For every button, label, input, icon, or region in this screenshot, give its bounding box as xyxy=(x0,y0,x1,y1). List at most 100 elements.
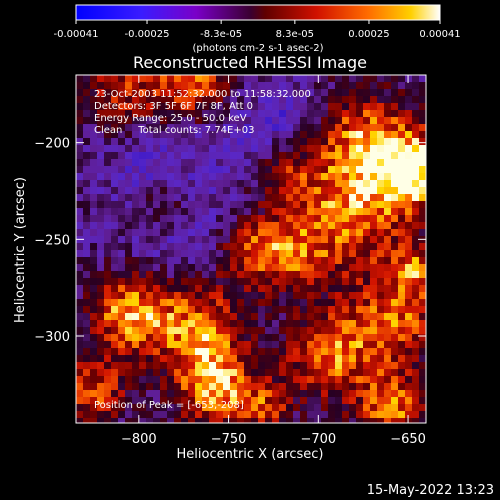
heatmap-cell xyxy=(104,82,112,90)
heatmap-cell xyxy=(321,89,329,97)
heatmap-cell xyxy=(293,418,301,423)
heatmap-cell xyxy=(111,173,119,181)
heatmap-cell xyxy=(216,208,224,216)
heatmap-cell xyxy=(132,229,140,237)
heatmap-cell xyxy=(237,278,245,286)
heatmap-cell xyxy=(153,369,161,377)
heatmap-cell xyxy=(104,306,112,314)
heatmap-cell xyxy=(76,215,84,223)
heatmap-cell xyxy=(251,320,259,328)
heatmap-cell xyxy=(356,187,364,195)
heatmap-cell xyxy=(265,152,273,160)
heatmap-cell xyxy=(328,117,336,125)
heatmap-cell xyxy=(265,404,273,412)
heatmap-cell xyxy=(405,383,413,391)
heatmap-cell xyxy=(286,89,294,97)
heatmap-cell xyxy=(188,117,196,125)
heatmap-cell xyxy=(83,173,91,181)
heatmap-cell xyxy=(125,306,133,314)
heatmap-cell xyxy=(405,103,413,111)
heatmap-cell xyxy=(307,355,315,363)
heatmap-cell xyxy=(307,201,315,209)
heatmap-cell xyxy=(83,159,91,167)
colorbar: -0.00041 -0.00025 -8.3e-05 8.3e-05 0.00025 0.… xyxy=(54,4,461,54)
heatmap-cell xyxy=(258,159,266,167)
heatmap-cell xyxy=(391,355,399,363)
heatmap-cell xyxy=(223,96,231,104)
heatmap-cell xyxy=(398,187,406,195)
heatmap-cell xyxy=(237,138,245,146)
heatmap-cell xyxy=(104,103,112,111)
heatmap-cell xyxy=(202,369,210,377)
heatmap-cell xyxy=(188,327,196,335)
heatmap-cell xyxy=(111,355,119,363)
heatmap-cell xyxy=(272,334,280,342)
heatmap-cell xyxy=(230,229,238,237)
heatmap-cell xyxy=(398,117,406,125)
heatmap-cell xyxy=(76,292,84,300)
heatmap-cell xyxy=(202,285,210,293)
heatmap-cell xyxy=(153,264,161,272)
heatmap-cell xyxy=(251,131,259,139)
heatmap-cell xyxy=(76,96,84,104)
heatmap-cell xyxy=(83,194,91,202)
heatmap-cell xyxy=(377,257,385,265)
heatmap-cell xyxy=(286,124,294,132)
heatmap-cell xyxy=(335,299,343,307)
heatmap-cell xyxy=(244,229,252,237)
heatmap-cell xyxy=(349,313,357,321)
heatmap-cell xyxy=(153,327,161,335)
heatmap-cell xyxy=(209,96,217,104)
heatmap-cell xyxy=(419,313,426,321)
heatmap-cell xyxy=(174,124,182,132)
heatmap-cell xyxy=(104,264,112,272)
heatmap-cell xyxy=(153,152,161,160)
heatmap-cell xyxy=(356,180,364,188)
heatmap-cell xyxy=(209,201,217,209)
heatmap-cell xyxy=(412,159,420,167)
heatmap-cell xyxy=(181,110,189,118)
heatmap-cell xyxy=(370,418,378,423)
heatmap-cell xyxy=(181,348,189,356)
y-tick-label: −250 xyxy=(34,233,70,248)
heatmap-cell xyxy=(237,187,245,195)
heatmap-cell xyxy=(160,327,168,335)
heatmap-cell xyxy=(146,264,154,272)
heatmap-cell xyxy=(216,390,224,398)
heatmap-cell xyxy=(118,138,126,146)
heatmap-cell xyxy=(356,327,364,335)
heatmap-cell xyxy=(202,159,210,167)
heatmap-cell xyxy=(111,257,119,265)
heatmap-cell xyxy=(125,355,133,363)
heatmap-cell xyxy=(398,404,406,412)
heatmap-cell xyxy=(342,145,350,153)
heatmap-cell xyxy=(104,131,112,139)
heatmap-cell xyxy=(111,145,119,153)
heatmap-cell xyxy=(195,166,203,174)
heatmap-cell xyxy=(125,82,133,90)
heatmap-cell xyxy=(363,110,371,118)
heatmap-cell xyxy=(244,334,252,342)
heatmap-cell xyxy=(321,110,329,118)
heatmap-cell xyxy=(377,173,385,181)
heatmap-cell xyxy=(265,222,273,230)
heatmap-cell xyxy=(167,341,175,349)
heatmap-cell xyxy=(139,96,147,104)
heatmap-cell xyxy=(181,243,189,251)
heatmap-cell xyxy=(370,173,378,181)
heatmap-cell xyxy=(251,369,259,377)
heatmap-cell xyxy=(174,292,182,300)
heatmap-cell xyxy=(195,208,203,216)
heatmap-cell xyxy=(286,348,294,356)
heatmap-cell xyxy=(181,145,189,153)
heatmap-cell xyxy=(181,152,189,160)
heatmap-cell xyxy=(83,376,91,384)
heatmap-cell xyxy=(286,173,294,181)
heatmap-cell xyxy=(377,341,385,349)
heatmap-cell xyxy=(83,229,91,237)
heatmap-cell xyxy=(314,180,322,188)
heatmap-cell xyxy=(223,103,231,111)
heatmap-cell xyxy=(363,397,371,405)
heatmap-cell xyxy=(370,264,378,272)
